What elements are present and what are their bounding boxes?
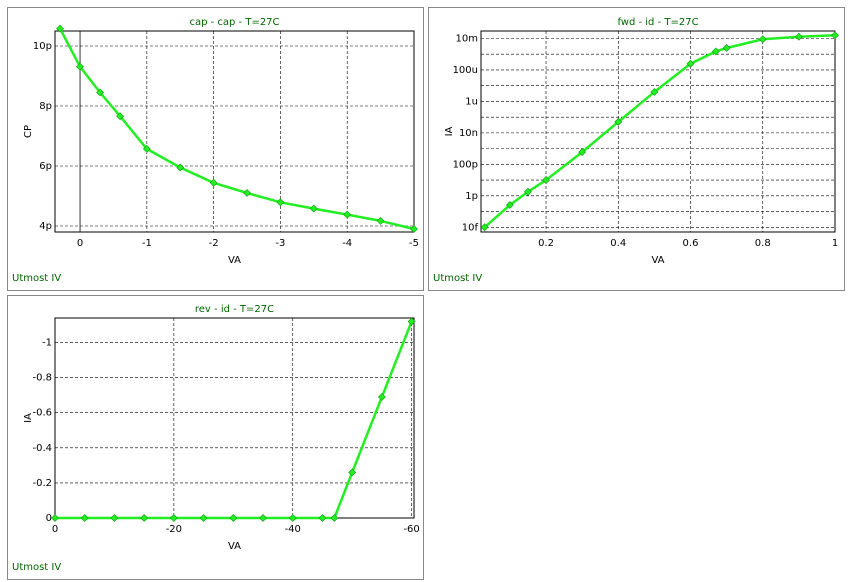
plot-area xyxy=(480,30,836,233)
x-axis-label: VA xyxy=(228,541,241,552)
curve xyxy=(55,321,413,520)
x-tick-label: -4 xyxy=(342,238,352,249)
y-tick-label: 4p xyxy=(39,221,52,232)
x-tick-label: 0.4 xyxy=(610,238,626,249)
data-point xyxy=(199,514,208,522)
x-tick-label: -20 xyxy=(166,524,182,535)
x-tick-label: 0.2 xyxy=(538,238,554,249)
x-tick-label: -5 xyxy=(409,238,419,249)
data-point xyxy=(142,144,151,153)
y-tick-label: 0 xyxy=(46,513,52,524)
y-tick-label: -0.6 xyxy=(32,408,52,419)
data-point xyxy=(288,514,297,522)
x-axis-label: VA xyxy=(651,255,664,266)
data-point xyxy=(116,112,125,121)
data-point xyxy=(140,514,149,522)
x-tick-label: -3 xyxy=(275,238,285,249)
y-tick-label: -1 xyxy=(42,338,52,349)
x-tick-label: -60 xyxy=(403,524,419,535)
data-point xyxy=(542,176,550,184)
data-point xyxy=(578,148,587,157)
y-tick-label: 100u xyxy=(453,65,478,76)
y-axis-label: IA xyxy=(23,413,34,423)
data-point xyxy=(80,514,89,522)
data-point xyxy=(614,117,623,126)
data-point xyxy=(309,204,318,213)
data-point xyxy=(377,393,386,401)
data-point xyxy=(410,225,418,233)
data-point xyxy=(76,62,84,71)
y-tick-label: 100p xyxy=(453,159,478,170)
data-point xyxy=(343,210,352,219)
data-point xyxy=(686,59,695,68)
data-point xyxy=(243,189,251,197)
x-axis-label: VA xyxy=(228,255,241,266)
x-tick-label: 0 xyxy=(52,524,58,535)
y-tick-label: -0.8 xyxy=(32,373,52,384)
y-tick-label: 10p xyxy=(33,41,52,52)
data-point xyxy=(96,88,105,97)
chart-title: fwd - id - T=27C xyxy=(617,17,698,28)
data-point xyxy=(376,216,385,225)
footer: Utmost IV xyxy=(12,562,61,573)
data-point xyxy=(276,198,285,207)
x-tick-label: -1 xyxy=(142,238,152,249)
data-point xyxy=(229,514,238,522)
data-point xyxy=(831,31,839,40)
x-tick-label: 0.8 xyxy=(755,238,771,249)
y-tick-label: 6p xyxy=(39,161,52,172)
data-point xyxy=(480,223,489,232)
y-tick-label: 1u xyxy=(465,96,478,107)
data-point xyxy=(259,514,267,522)
x-tick-label: 0.6 xyxy=(683,238,699,249)
y-tick-label: 10f xyxy=(462,222,479,233)
chart-title: rev - id - T=27C xyxy=(195,304,274,315)
y-tick-label: 8p xyxy=(39,101,52,112)
y-axis-label: IA xyxy=(444,126,455,136)
data-point xyxy=(209,178,218,187)
data-point xyxy=(711,47,720,56)
x-tick-label: -2 xyxy=(209,238,219,249)
x-tick-label: 1 xyxy=(832,238,838,249)
data-point xyxy=(650,88,659,96)
data-point xyxy=(110,514,119,522)
data-point xyxy=(169,514,178,522)
data-point xyxy=(51,514,59,522)
y-tick-label: 10m xyxy=(456,34,478,45)
y-tick-label: -0.2 xyxy=(32,478,52,489)
plot-area xyxy=(54,30,415,233)
data-point xyxy=(722,44,731,52)
x-tick-label: -40 xyxy=(285,524,301,535)
plot-area xyxy=(54,317,415,519)
footer: Utmost IV xyxy=(433,273,482,284)
y-tick-label: 10n xyxy=(459,128,478,139)
data-point xyxy=(524,187,532,196)
data-point xyxy=(505,201,514,209)
data-point xyxy=(348,468,357,477)
y-axis-label: CP xyxy=(23,125,34,138)
x-tick-label: 0 xyxy=(77,238,83,249)
data-point xyxy=(407,317,416,326)
data-point xyxy=(794,32,803,41)
data-point xyxy=(318,514,327,522)
y-tick-label: 1p xyxy=(465,191,478,202)
y-tick-label: -0.4 xyxy=(32,443,52,454)
chart-title: cap - cap - T=27C xyxy=(189,17,279,28)
footer: Utmost IV xyxy=(12,273,61,284)
data-point xyxy=(330,514,339,522)
data-point xyxy=(176,163,185,172)
data-point xyxy=(56,24,64,33)
data-point xyxy=(758,35,767,44)
